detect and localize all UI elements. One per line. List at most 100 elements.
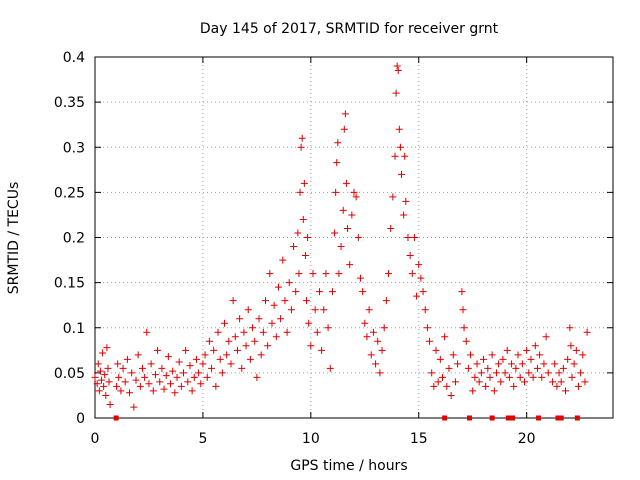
data-point xyxy=(583,328,591,336)
data-point xyxy=(121,378,129,386)
data-point xyxy=(488,351,496,359)
data-point xyxy=(184,378,192,386)
y-tick-label: 0.3 xyxy=(63,140,85,156)
data-point xyxy=(203,373,211,381)
data-point xyxy=(169,367,177,375)
data-point xyxy=(518,360,526,368)
data-point xyxy=(214,328,222,336)
data-point xyxy=(91,373,99,381)
data-point xyxy=(134,351,142,359)
data-point xyxy=(94,360,102,368)
data-point xyxy=(255,315,263,323)
data-point xyxy=(97,376,105,384)
data-point xyxy=(285,279,293,287)
data-point xyxy=(295,270,303,278)
data-point xyxy=(154,346,162,354)
data-point xyxy=(216,355,224,363)
y-tick-label: 0.25 xyxy=(54,185,85,201)
data-point xyxy=(340,125,348,133)
data-point xyxy=(359,288,367,296)
data-point xyxy=(458,288,466,296)
data-point xyxy=(195,369,203,377)
data-point xyxy=(566,324,574,332)
data-point xyxy=(221,319,228,327)
data-point xyxy=(397,170,405,178)
data-point xyxy=(257,351,265,359)
data-point xyxy=(471,373,479,381)
data-point xyxy=(99,349,107,357)
data-point xyxy=(540,360,548,368)
data-point xyxy=(521,378,529,386)
data-point xyxy=(356,274,364,282)
data-point xyxy=(523,346,531,354)
data-point xyxy=(101,371,109,379)
data-point xyxy=(337,243,345,251)
y-tick-label: 0.2 xyxy=(63,231,85,247)
data-point xyxy=(128,369,136,377)
data-point xyxy=(432,346,440,354)
gap-marker xyxy=(558,415,564,421)
data-point xyxy=(508,360,516,368)
data-point xyxy=(503,346,511,354)
data-point xyxy=(95,387,103,395)
data-point xyxy=(475,378,483,386)
data-point xyxy=(160,385,168,393)
data-point xyxy=(270,301,278,309)
data-point xyxy=(328,288,336,296)
data-point xyxy=(212,382,220,390)
data-point xyxy=(401,152,409,160)
data-point xyxy=(553,382,561,390)
data-point xyxy=(177,382,185,390)
data-point xyxy=(380,324,388,332)
gap-marker xyxy=(442,415,448,421)
data-point xyxy=(190,373,198,381)
data-point xyxy=(372,360,380,368)
data-point xyxy=(205,337,213,345)
data-point xyxy=(130,403,138,411)
data-point xyxy=(438,373,446,381)
data-point xyxy=(434,378,442,386)
data-point xyxy=(402,197,410,205)
data-point xyxy=(497,378,505,386)
data-point xyxy=(447,391,455,399)
data-point xyxy=(105,378,113,386)
data-point xyxy=(460,324,468,332)
data-point xyxy=(404,234,412,241)
data-point xyxy=(115,373,123,381)
data-point xyxy=(192,355,200,363)
data-point xyxy=(292,288,300,296)
data-point xyxy=(186,362,194,370)
data-point xyxy=(499,355,507,363)
data-point xyxy=(299,215,307,223)
data-point xyxy=(290,243,298,251)
data-point xyxy=(318,346,326,354)
data-point xyxy=(527,355,535,363)
data-point xyxy=(551,360,559,368)
data-point xyxy=(536,351,544,359)
data-point xyxy=(570,360,578,368)
data-point xyxy=(246,355,254,363)
data-point xyxy=(149,387,157,395)
data-point xyxy=(294,229,302,237)
data-point xyxy=(495,360,503,368)
gap-marker xyxy=(510,415,516,421)
data-point xyxy=(394,67,402,75)
data-point xyxy=(303,297,311,305)
data-point xyxy=(136,382,144,390)
data-point xyxy=(145,380,153,388)
data-point xyxy=(559,364,567,372)
data-point xyxy=(281,297,289,305)
data-point xyxy=(238,364,246,372)
data-point xyxy=(132,376,140,384)
data-point xyxy=(182,346,190,354)
data-point xyxy=(171,389,179,397)
data-point xyxy=(423,324,431,332)
data-point xyxy=(492,369,500,377)
data-point xyxy=(516,373,524,381)
gap-marker xyxy=(505,415,511,421)
data-point xyxy=(100,382,108,390)
data-point xyxy=(568,373,576,381)
data-point xyxy=(262,297,270,305)
data-point xyxy=(104,364,112,372)
data-point xyxy=(486,373,494,381)
